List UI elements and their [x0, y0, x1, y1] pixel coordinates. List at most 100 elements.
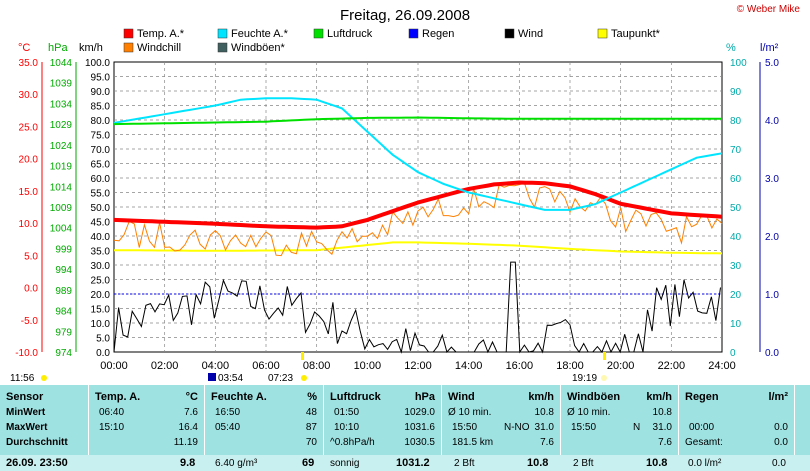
pressure-tick-label: 1004	[50, 224, 73, 235]
rain-total: 0.0	[774, 437, 788, 448]
wind-tick-label: 85.0	[91, 102, 111, 113]
sun-tick-2	[603, 352, 606, 360]
avg-label: Durchschnitt	[6, 437, 68, 448]
sunrise-icon	[208, 373, 216, 381]
legend-label: Taupunkt*	[611, 28, 661, 40]
x-tick-label: 08:00	[303, 360, 331, 372]
legend-swatch	[504, 28, 515, 39]
pressure-tick-label: 1024	[50, 141, 73, 152]
rain-axis-unit: l/m²	[760, 42, 779, 54]
humidity-abs: 6.40 g/m³	[215, 458, 258, 469]
pressure-tick-label: 984	[55, 307, 72, 318]
humidity-tick-label: 0	[730, 348, 736, 359]
humidity-min-time: 16:50	[215, 407, 241, 418]
gust-max-time: 15:50	[571, 422, 597, 433]
legend-swatch	[123, 42, 134, 53]
wind-tick-label: 50.0	[91, 203, 111, 214]
temp-tick-label: -10.0	[15, 348, 38, 359]
x-tick-label: 16:00	[506, 360, 534, 372]
max-label: MaxWert	[6, 422, 48, 433]
humidity-tick-label: 60	[730, 174, 742, 185]
wind-tick-label: 25.0	[91, 276, 111, 287]
rain-tick-label: 1.0	[765, 290, 779, 301]
marker-left-label: 11:56	[10, 373, 35, 384]
pressure-tick-label: 1044	[50, 58, 73, 69]
temp-max-time: 15:10	[99, 422, 125, 433]
gust-avg: 10.8	[652, 407, 672, 418]
wind-tick-label: 5.0	[96, 334, 110, 345]
gust-header: Windböen	[567, 391, 621, 403]
pressure-unit: hPa	[414, 391, 435, 403]
dewpoint-series-line	[114, 241, 723, 255]
pressure-tick-label: 1034	[50, 99, 73, 110]
temp-tick-label: -5.0	[21, 316, 39, 327]
wind-tick-label: 0.0	[96, 348, 110, 359]
temp-tick-label: 0.0	[24, 284, 38, 295]
wind-current: 10.8	[527, 457, 549, 469]
windchill-series-line	[113, 182, 723, 257]
legend-label: Windchill	[137, 42, 181, 54]
humidity-tick-label: 100	[730, 58, 747, 69]
x-tick-label: 20:00	[607, 360, 635, 372]
rain-header: Regen	[685, 391, 719, 403]
rain-column: Regen l/m² 00:00 0.0 Gesamt: 0.0	[679, 385, 795, 471]
humidity-tick-label: 20	[730, 290, 742, 301]
pressure-tick-label: 989	[55, 286, 72, 297]
wind-avg-label: Ø 10 min.	[448, 407, 492, 418]
pressure-series-line	[113, 116, 722, 126]
x-tick-label: 14:00	[455, 360, 483, 372]
wind-tick-label: 75.0	[91, 131, 111, 142]
x-tick-label: 10:00	[354, 360, 382, 372]
rain-current-label: 0.0 l/m²	[688, 458, 722, 469]
rain-tick-label: 0.0	[765, 348, 779, 359]
pressure-tick-label: 999	[55, 244, 72, 255]
wind-tick-label: 90.0	[91, 87, 111, 98]
wind-tick-label: 15.0	[91, 305, 111, 316]
legend-swatch	[217, 28, 228, 39]
temp-tick-label: 25.0	[19, 122, 39, 133]
weather-state: sonnig	[330, 458, 360, 469]
temperature-series-line	[113, 180, 723, 230]
temp-tick-label: 15.0	[19, 187, 39, 198]
sunrise-label: 03:54	[218, 373, 243, 384]
rain-tick-label: 4.0	[765, 116, 779, 127]
pressure-tick-label: 974	[55, 348, 72, 359]
humidity-avg: 70	[305, 437, 317, 448]
marker-left-dot	[41, 375, 47, 381]
legend-label: Windböen*	[231, 42, 286, 54]
humidity-tick-label: 50	[730, 203, 742, 214]
wind-distance: 181.5 km	[452, 437, 494, 448]
wind-max: 31.0	[534, 422, 554, 433]
chart-series	[113, 97, 723, 354]
legend-swatch	[217, 42, 228, 53]
gust-current: 10.8	[646, 457, 668, 469]
pressure-header: Luftdruck	[330, 391, 381, 403]
x-tick-label: 12:00	[404, 360, 432, 372]
rain-hour: 0.0	[774, 422, 788, 433]
wind-tick-label: 35.0	[91, 247, 111, 258]
marker-evening-dot	[601, 375, 607, 381]
wind-axis-unit: km/h	[79, 42, 103, 54]
wind-tick-label: 55.0	[91, 189, 111, 200]
temp-tick-label: 10.0	[19, 219, 39, 230]
legend-swatch	[597, 28, 608, 39]
copyright-label: © Weber Mike	[737, 4, 801, 15]
legend-swatch	[408, 28, 419, 39]
x-tick-label: 22:00	[658, 360, 686, 372]
legend-label: Luftdruck	[327, 28, 373, 40]
legend-swatch	[123, 28, 134, 39]
humidity-tick-label: 10	[730, 319, 742, 330]
humidity-axis-unit: %	[726, 42, 736, 54]
rain-time: 00:00	[689, 422, 715, 433]
temp-tick-label: 5.0	[24, 251, 38, 262]
wind-tick-label: 60.0	[91, 174, 111, 185]
sun-tick-1	[301, 352, 304, 360]
wind-tick-label: 70.0	[91, 145, 111, 156]
x-tick-label: 18:00	[556, 360, 584, 372]
pressure-trend: ^0.8hPa/h	[330, 437, 375, 448]
pressure-max: 1031.6	[404, 422, 435, 433]
pressure-max-time: 10:10	[334, 422, 360, 433]
wind-beaufort: 2 Bft	[454, 458, 475, 469]
wind-series-line	[113, 261, 721, 354]
gust-unit: km/h	[646, 391, 672, 403]
